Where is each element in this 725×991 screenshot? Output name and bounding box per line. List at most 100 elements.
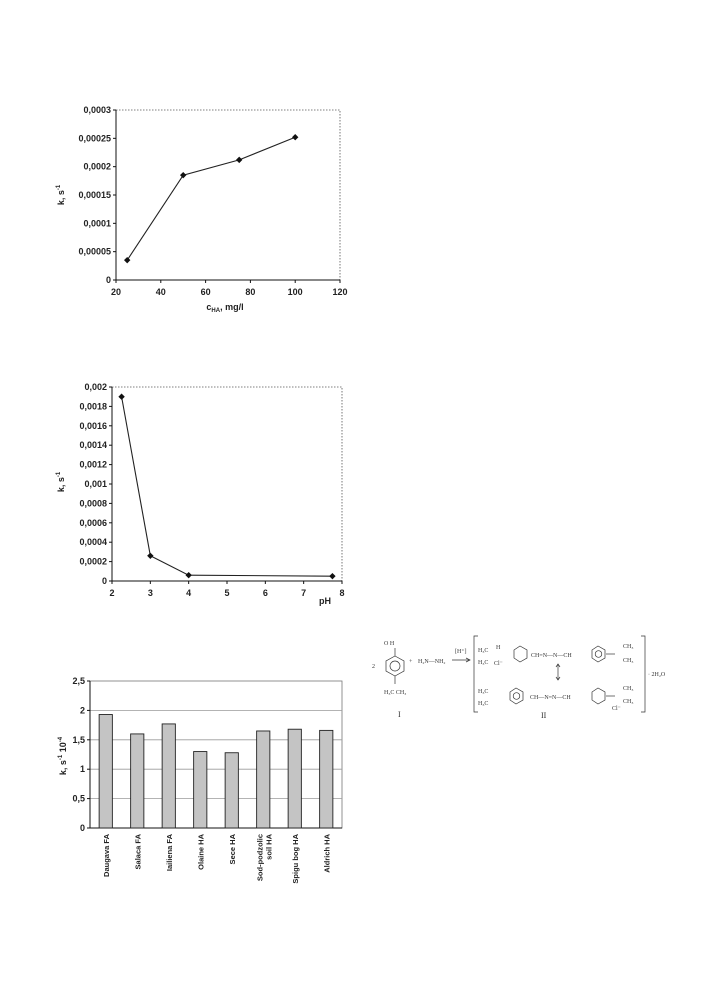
chart3-bar [98,714,113,829]
chart1-x-tick-label: 60 [201,287,211,297]
chart3-category-label: Iailiena FA [165,833,174,871]
chart2-y-tick-label: 0,0018 [79,401,107,411]
chart1-points [124,134,299,264]
chart3-y-tick-label: 0 [80,823,85,833]
top-h-plus: H [496,645,501,651]
reaction-arrowhead [465,657,471,663]
benzene-ring-I [385,655,405,677]
chart1-x-ticks: 20 40 60 80 100 120 [111,280,348,297]
chart3-bar [224,752,239,829]
chart3-category-label: Sece HA [228,833,237,864]
chart2-data-point [118,393,125,400]
bottom-right-ch3: CH₃ [623,686,633,692]
chart3-gridlines [90,710,342,799]
catalyst-label: [H⁺] [455,648,467,655]
chart3-bar [287,728,302,829]
chart2-y-tick-label: 0,002 [84,382,107,392]
chart1-series-line [126,136,296,261]
bottom-azine-chain: CH—N=N—CH [530,695,571,701]
chart2-y-tick-label: 0,0016 [79,421,107,431]
chart2-x-tick-label: 2 [109,588,114,598]
plus-sign: + [409,659,413,665]
chart1-y-tick-label: 0 [106,275,111,285]
top-ring-right [591,645,606,663]
chart3-y-label: k, s-1 10-4 [58,736,68,775]
chart2-x-tick-label: 3 [148,588,153,598]
chart2-y-label: k, s-1 [56,471,66,492]
coefficient-2: 2 [372,664,375,670]
chart2-y-tick-label: 0,0002 [79,557,107,567]
chart3-y-tick-label: 1 [80,764,85,774]
chart1-y-ticks: 0 0,00005 0,0001 0,00015 0,0002 0,00025 0,0003 [78,105,116,285]
chart2-y-tick-label: 0,0012 [79,460,107,470]
chart2-y-ticks: 0 0,0002 0,0004 0,0006 0,0008 0,001 0,0012 0,00… [79,382,112,586]
chart1-x-tick-label: 20 [111,287,121,297]
chart3-category-label: Olaine HA [196,833,205,869]
top-right-ch3: CH₃ [623,644,633,650]
chart2-data-point [185,571,192,579]
chart3-category-label: Sod-podzolicsoil HA [255,833,273,881]
chart1-y-tick-label: 0,00005 [78,247,111,257]
chart1-x-tick-label: 120 [332,287,347,297]
chart3-category-labels: Daugava FA Salaca FA Iailiena FA Olaine HA S… [102,833,332,883]
chart1-y-tick-label: 0,0001 [83,218,111,228]
bottom-left-h3c-2: H₃C [478,701,488,707]
chart1-y-tick-label: 0,00025 [78,133,111,143]
bottom-right-ch3-2: CH₃ [623,699,633,705]
chart3-y-tick-label: 2,5 [72,676,85,686]
chart2-series-line [121,396,333,577]
resonance-arrowhead-down [555,676,561,681]
chart3-bars [98,714,334,829]
chart1-x-tick-label: 40 [156,287,166,297]
water-label: · 2H₂O [648,672,666,678]
chart3-category-label: Daugava FA [102,833,111,877]
chart2-data-point [329,572,336,580]
dimethylamino-label: H₃C CH₃ [384,690,406,696]
compound-label-I: I [398,710,401,719]
chart-k-by-humic-substance: 0 0,5 1 1,5 2 2,5 Daugava FA Salaca FA Iailiena… [58,676,343,884]
chart1-data-point [236,156,243,164]
chart1-x-tick-label: 100 [288,287,303,297]
chart2-y-tick-label: 0,0014 [79,440,107,450]
chart1-data-point [292,134,299,141]
chart2-x-tick-label: 8 [339,588,344,598]
chart3-category-label: Salaca FA [133,833,142,869]
chart3-bar [161,723,176,829]
chart3-category-label: Aldrich HA [322,833,331,872]
chart1-data-point [124,256,131,264]
chart1-data-point [180,171,187,179]
chart2-y-tick-label: 0,001 [84,479,107,489]
top-ring-right-inner [594,650,603,658]
bottom-cl-anion: Cl⁻ [612,706,621,712]
bottom-ring-left-inner [512,692,521,700]
aldehyde-group-label: O H [384,641,395,647]
benzene-ring-I-inner [389,660,401,672]
chart2-x-tick-label: 7 [301,588,306,598]
chart2-points [118,393,336,580]
chart2-y-tick-label: 0,0004 [79,537,107,547]
resonance-arrowhead-up [555,663,561,668]
chart1-y-tick-label: 0,0003 [83,105,111,115]
chart2-plot-frame [111,386,343,582]
chart2-y-tick-label: 0,0006 [79,518,107,528]
chart1-y-tick-label: 0,00015 [78,190,111,200]
bottom-ring-right [591,687,606,705]
chart2-y-tick-label: 0,0008 [79,498,107,508]
chart-k-vs-ph: 0 0,0002 0,0004 0,0006 0,0008 0,001 0,0012 0,00… [56,382,345,606]
chart1-plot-frame [115,109,341,281]
chart-k-vs-concentration: 0 0,00005 0,0001 0,00015 0,0002 0,00025 0,0003… [56,105,348,314]
top-azine-chain: CH=N—N—CH [531,653,572,659]
chart3-category-label: Spigu bog HA [291,833,300,883]
bottom-left-h3c: H₃C [478,689,488,695]
chart3-plot-frame [89,680,343,829]
chart2-y-tick-label: 0 [102,576,107,586]
chart2-x-label: pH [319,596,331,606]
chart2-x-ticks: 2 3 4 5 6 7 8 [109,581,345,598]
reaction-scheme: O H H₃C CH₃ 2 + H₂N—NH₂ [H⁺] I H₃C H₃C H… [372,635,666,720]
chart3-y-tick-label: 0,5 [72,794,85,804]
chart1-y-tick-label: 0,0002 [83,162,111,172]
top-right-ch3-2: CH₃ [623,658,633,664]
chart1-x-label: cHA, mg/l [206,302,243,314]
left-bracket [473,635,478,713]
